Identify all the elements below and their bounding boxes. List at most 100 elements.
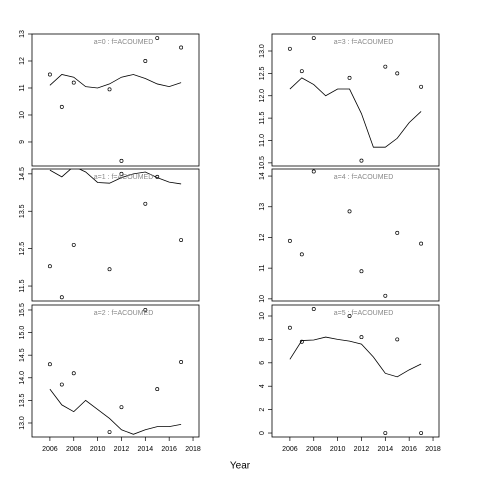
x-tick-label: 2010 <box>90 446 106 453</box>
y-tick-label: 8 <box>259 337 266 341</box>
panel-title: a=4 : f=ACOUMED <box>334 174 394 181</box>
y-tick-label: 15.5 <box>19 303 26 317</box>
x-tick-label: 2016 <box>161 446 177 453</box>
panel-frame <box>271 168 440 302</box>
y-tick-label: 13.5 <box>19 393 26 407</box>
panel-title: a=0 : f=ACOUMED <box>94 39 154 46</box>
y-tick-label: 13.5 <box>19 204 26 218</box>
y-tick-label: 4 <box>259 384 266 388</box>
panel-frame <box>31 304 200 438</box>
panel <box>47 308 184 435</box>
y-tick-label: 13 <box>259 203 266 211</box>
x-tick-label: 2012 <box>354 446 370 453</box>
data-point <box>287 238 292 243</box>
y-tick-label: 12.5 <box>19 242 26 256</box>
data-point <box>287 46 292 51</box>
y-tick-label: 10 <box>259 312 266 320</box>
panel-frame <box>271 304 440 438</box>
data-point <box>47 264 52 269</box>
trend-line <box>49 169 182 185</box>
y-tick-label: 11 <box>19 84 26 91</box>
panel-frame <box>271 33 440 167</box>
data-point <box>47 72 52 77</box>
data-point <box>59 295 64 300</box>
data-point <box>299 69 304 74</box>
data-point <box>299 339 304 344</box>
y-tick-label: 12.5 <box>259 66 266 80</box>
y-tick-label: 13.0 <box>19 416 26 430</box>
data-point <box>155 174 160 179</box>
data-point <box>299 252 304 257</box>
data-point <box>143 201 148 206</box>
x-tick-label: 2006 <box>42 446 58 453</box>
data-point <box>287 325 292 330</box>
data-point <box>59 382 64 387</box>
trend-line <box>49 388 182 435</box>
data-point <box>119 405 124 410</box>
x-tick-label: 2008 <box>306 446 322 453</box>
data-point <box>359 158 364 163</box>
y-tick-label: 13.0 <box>259 44 266 58</box>
data-point <box>311 307 316 311</box>
data-point <box>395 230 400 235</box>
y-tick-label: 12 <box>259 233 266 241</box>
panel-title: a=3 : f=ACOUMED <box>334 39 394 46</box>
data-point <box>347 75 352 80</box>
panel <box>287 36 424 163</box>
y-tick-label: 11.0 <box>259 134 266 147</box>
panel <box>287 169 424 298</box>
y-tick-label: 14.5 <box>19 348 26 362</box>
y-tick-label: 15.0 <box>19 326 26 340</box>
y-tick-label: 0 <box>259 431 266 435</box>
trend-line <box>49 74 182 89</box>
data-point <box>143 308 148 312</box>
y-tick-label: 12.0 <box>259 89 266 103</box>
data-point <box>155 36 160 40</box>
y-tick-label: 2 <box>259 408 266 412</box>
data-point <box>359 335 364 340</box>
y-tick-label: 6 <box>259 361 266 365</box>
data-point <box>71 80 76 85</box>
data-point <box>47 362 52 367</box>
trend-line <box>289 77 422 148</box>
x-tick-label: 2008 <box>66 446 82 453</box>
data-point <box>179 360 184 364</box>
data-point <box>143 59 148 63</box>
y-tick-label: 14.0 <box>19 371 26 385</box>
panel <box>47 36 184 163</box>
panel-frame <box>31 33 200 167</box>
data-point <box>383 293 388 298</box>
data-point <box>359 269 364 274</box>
data-point <box>419 241 424 246</box>
data-point <box>395 71 400 76</box>
y-tick-label: 10 <box>19 111 26 119</box>
data-point <box>311 36 316 40</box>
panel-title: a=1 : f=ACOUMED <box>94 174 154 181</box>
x-tick-label: 2018 <box>425 446 441 453</box>
data-point <box>107 87 112 92</box>
x-tick-label: 2014 <box>378 446 394 453</box>
y-tick-label: 11.5 <box>19 279 26 292</box>
data-point <box>311 169 316 174</box>
data-point <box>107 267 112 272</box>
data-point <box>119 158 124 163</box>
data-point <box>119 171 124 176</box>
x-tick-label: 2010 <box>330 446 346 453</box>
y-tick-label: 13 <box>19 30 26 38</box>
data-point <box>347 209 352 214</box>
y-tick-label: 14.5 <box>19 167 26 181</box>
y-tick-label: 11.5 <box>259 111 266 124</box>
trend-line <box>289 336 422 378</box>
y-tick-label: 9 <box>19 140 26 144</box>
x-tick-label: 2012 <box>114 446 130 453</box>
panel-title: a=2 : f=ACOUMED <box>94 310 154 317</box>
data-point <box>71 371 76 376</box>
data-point <box>179 238 184 242</box>
data-point <box>155 387 160 392</box>
data-point <box>179 45 184 50</box>
data-point <box>419 431 424 435</box>
data-point <box>347 314 352 318</box>
data-point <box>383 64 388 69</box>
data-point <box>71 242 76 247</box>
